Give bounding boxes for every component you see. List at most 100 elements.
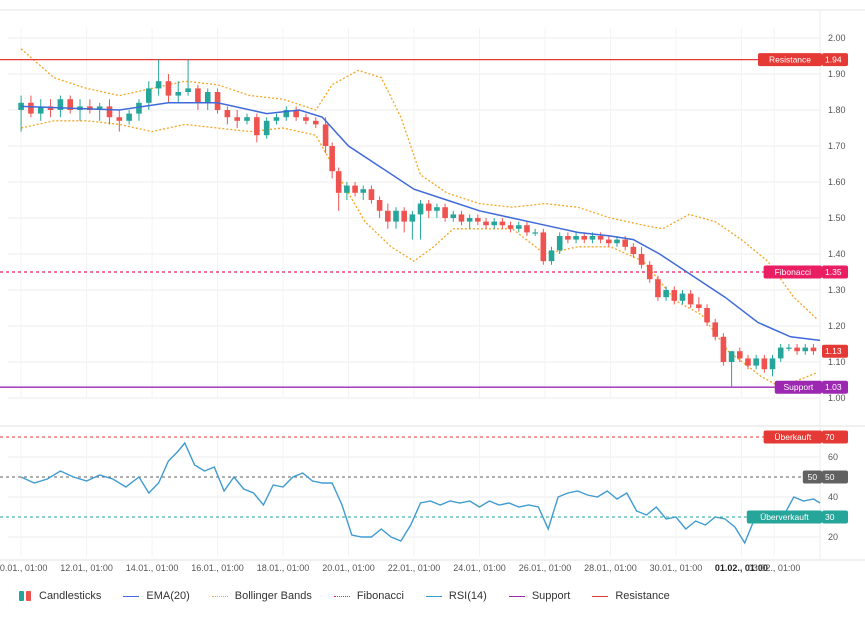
price-tick-label: 1.10	[828, 357, 846, 367]
candle-body	[450, 214, 457, 218]
legend-label: Resistance	[615, 590, 670, 602]
candle-body	[136, 102, 142, 114]
candle-body	[720, 336, 727, 362]
legend-item-bollinger-bands[interactable]: Bollinger Bands	[211, 590, 312, 602]
candle-body	[745, 358, 751, 366]
legend-item-fibonacci[interactable]: Fibonacci	[333, 590, 404, 602]
legend-item-support[interactable]: Support	[508, 590, 571, 602]
legend-label: Fibonacci	[356, 590, 404, 602]
candle-body	[753, 358, 759, 366]
candle-body	[116, 117, 123, 121]
candle-body	[352, 185, 358, 193]
legend-item-candlesticks[interactable]: Candlesticks	[18, 590, 101, 602]
legend-item-rsi-14-[interactable]: RSI(14)	[425, 590, 487, 602]
level-price-1.94-tag	[758, 53, 822, 67]
level-rsi-70-tag	[763, 430, 822, 444]
candle-body	[18, 102, 24, 110]
candle-body	[532, 232, 538, 234]
candle-body	[573, 236, 579, 240]
legend-label: Support	[531, 590, 571, 602]
candle-body	[312, 120, 319, 125]
price-tick-label: 1.00	[828, 393, 846, 403]
candle-body	[368, 189, 375, 200]
level-price-1.03-value-label: 1.03	[825, 382, 842, 392]
candle-body	[671, 290, 678, 301]
candle-body	[736, 351, 743, 359]
candle-body	[376, 200, 383, 211]
level-rsi-50-value-badge	[822, 470, 848, 484]
dotted-line-icon	[211, 595, 228, 597]
line-icon	[508, 595, 525, 597]
candle-body	[786, 347, 792, 349]
candle-body	[175, 92, 182, 96]
level-rsi-30-value-badge	[822, 510, 848, 524]
price-tick-label: 1.40	[828, 249, 846, 259]
line-icon	[123, 595, 140, 597]
candle-body	[344, 185, 350, 193]
level-rsi-50-tag-label: 50	[808, 472, 818, 482]
rsi-line	[20, 441, 821, 545]
candle-body	[597, 236, 604, 240]
level-price-1.35-value-badge	[822, 265, 848, 279]
x-tick-label: 18.01., 01:00	[257, 563, 310, 573]
candle-body	[777, 347, 784, 359]
candle-body	[638, 254, 645, 265]
price-tick-label: 1.60	[828, 177, 846, 187]
level-rsi-30-tag-label: Überverkauft	[760, 512, 809, 522]
level-price-1.03-value-badge	[822, 380, 848, 394]
candle-body	[303, 117, 309, 121]
candle-body	[606, 239, 612, 244]
price-tick-label: 1.30	[828, 285, 846, 295]
x-tick-label: 30.01., 01:00	[650, 563, 703, 573]
legend-item-ema-20-[interactable]: EMA(20)	[123, 590, 190, 602]
candle-body	[622, 239, 628, 247]
level-price-1.35-value-label: 1.35	[825, 267, 842, 277]
candle-body	[67, 99, 74, 110]
legend-item-resistance[interactable]: Resistance	[592, 590, 670, 602]
level-price-1.03-tag	[774, 380, 822, 394]
candle-body	[185, 88, 191, 92]
candle-body	[499, 221, 506, 226]
candle-body	[696, 304, 702, 308]
candle-body	[712, 322, 719, 337]
x-tick-label: 24.01., 01:00	[453, 563, 506, 573]
candle-body	[679, 293, 686, 301]
price-tick-label: 1.20	[828, 321, 846, 331]
candle-body	[646, 264, 653, 280]
level-rsi-70-value-label: 70	[825, 432, 835, 442]
level-rsi-70-value-badge	[822, 430, 848, 444]
level-rsi-70-tag-label: Überkauft	[774, 432, 811, 442]
candle-body	[548, 250, 555, 262]
legend-label: Candlesticks	[39, 590, 102, 602]
legend-label: RSI(14)	[448, 590, 487, 602]
candle-body	[507, 225, 514, 229]
level-price-1.03-tag-label: Support	[784, 382, 814, 392]
candle-body	[96, 106, 103, 110]
candle-body	[663, 290, 669, 298]
candle-body	[106, 106, 113, 118]
candle-body	[425, 203, 432, 211]
candle-body	[483, 221, 489, 226]
candle-body	[204, 92, 211, 103]
candle-body	[417, 203, 424, 215]
candle-body	[589, 236, 596, 240]
x-tick-label: 14.01., 01:00	[126, 563, 179, 573]
level-rsi-30-value-label: 30	[825, 512, 835, 522]
candle-body	[335, 171, 342, 193]
candle-body	[273, 117, 280, 121]
level-price-1.35-tag	[763, 265, 822, 279]
price-tick-label: 1.50	[828, 213, 846, 223]
rsi-tick-label: 20	[828, 532, 838, 542]
rsi-tick-label: 40	[828, 492, 838, 502]
candle-body	[195, 88, 201, 103]
chart-svg[interactable]: 1.00 1.10 1.20 1.30 1.40 1.50 1.60 1.70 1.80 1.90…	[0, 0, 865, 580]
candle-body	[442, 207, 448, 218]
level-price-1.94-value-badge	[822, 53, 848, 67]
candle-body	[283, 110, 290, 118]
candle-body	[263, 120, 270, 136]
candle-body	[393, 210, 399, 222]
line-icon	[425, 595, 442, 597]
candle-body	[802, 347, 809, 352]
candlestick-icon	[18, 590, 32, 602]
